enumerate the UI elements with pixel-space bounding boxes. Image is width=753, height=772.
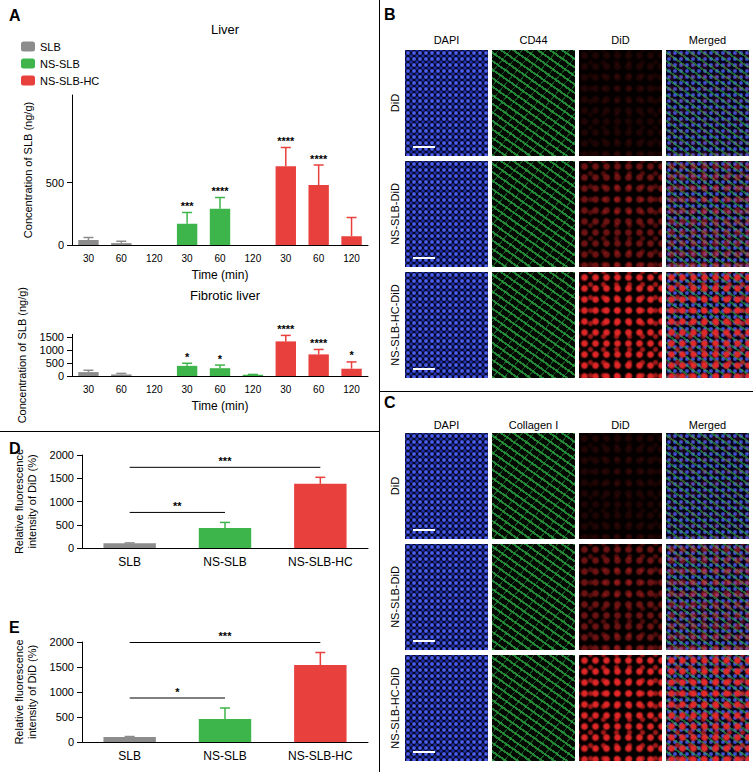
svg-text:60: 60 — [116, 384, 128, 395]
svg-text:0: 0 — [58, 370, 64, 382]
html-text:CD44: CD44 — [519, 34, 548, 46]
html-text:B: B — [384, 6, 396, 23]
svg-text:2000: 2000 — [50, 449, 74, 461]
svg-text:****: **** — [310, 153, 328, 165]
svg-text:Time (min): Time (min) — [192, 268, 249, 282]
svg-text:120: 120 — [146, 384, 163, 395]
svg-text:*: * — [185, 351, 190, 363]
html-text:NS-SLB-DiD: NS-SLB-DiD — [389, 566, 401, 628]
svg-text:NS-SLB: NS-SLB — [203, 749, 246, 763]
svg-text:120: 120 — [245, 384, 262, 395]
html-text:NS-SLB-HC-DiD: NS-SLB-HC-DiD — [389, 284, 401, 366]
svg-text:30: 30 — [182, 253, 194, 264]
svg-text:SLB: SLB — [118, 555, 141, 569]
svg-text:30: 30 — [83, 253, 95, 264]
html-text:C: C — [384, 394, 396, 411]
svg-text:*: * — [175, 686, 180, 698]
svg-text:****: **** — [277, 323, 295, 335]
svg-text:Concentration of SLB (ng/g): Concentration of SLB (ng/g) — [22, 102, 34, 238]
svg-text:60: 60 — [313, 253, 325, 264]
svg-text:0: 0 — [58, 239, 64, 251]
html-text:NS-SLB-DiD: NS-SLB-DiD — [389, 183, 401, 245]
html-text:DiD: DiD — [611, 419, 630, 431]
svg-text:500: 500 — [56, 711, 74, 723]
svg-text:60: 60 — [313, 384, 325, 395]
svg-text:120: 120 — [343, 253, 360, 264]
svg-text:NS-SLB-HC: NS-SLB-HC — [40, 75, 99, 87]
svg-text:A: A — [9, 7, 21, 24]
svg-text:0: 0 — [68, 542, 74, 554]
svg-text:D: D — [9, 440, 21, 457]
svg-text:NS-SLB-HC: NS-SLB-HC — [288, 555, 353, 569]
html-text:Merged: Merged — [688, 34, 727, 46]
svg-text:SLB: SLB — [40, 41, 61, 53]
svg-text:intensity of DiD (%): intensity of DiD (%) — [26, 645, 38, 739]
svg-text:120: 120 — [146, 253, 163, 264]
svg-text:1000: 1000 — [50, 496, 74, 508]
svg-text:30: 30 — [83, 384, 95, 395]
svg-text:30: 30 — [280, 384, 292, 395]
svg-text:*: * — [218, 353, 223, 365]
svg-text:60: 60 — [214, 384, 226, 395]
svg-text:****: **** — [277, 135, 295, 147]
svg-text:60: 60 — [214, 253, 226, 264]
html-text:DiD: DiD — [389, 93, 401, 113]
html-text:DiD: DiD — [389, 476, 401, 496]
svg-text:***: *** — [219, 455, 233, 467]
svg-text:*: * — [349, 349, 354, 361]
svg-text:30: 30 — [182, 384, 194, 395]
svg-text:1000: 1000 — [50, 686, 74, 698]
svg-text:intensity of DiD (%): intensity of DiD (%) — [26, 454, 38, 548]
svg-text:1500: 1500 — [50, 661, 74, 673]
svg-text:SLB: SLB — [118, 749, 141, 763]
html-text:DAPI: DAPI — [433, 34, 460, 46]
html-text:Collagen I: Collagen I — [508, 419, 559, 431]
html-text:Merged: Merged — [688, 419, 727, 431]
svg-text:NS-SLB: NS-SLB — [203, 555, 246, 569]
svg-text:1500: 1500 — [40, 331, 64, 343]
svg-text:500: 500 — [46, 177, 64, 189]
svg-text:***: *** — [181, 200, 195, 212]
svg-text:****: **** — [310, 337, 328, 349]
svg-text:Time (min): Time (min) — [192, 399, 249, 413]
svg-text:Relative fluorescence: Relative fluorescence — [13, 449, 25, 554]
svg-text:Fibrotic liver: Fibrotic liver — [190, 288, 261, 303]
html-text:DAPI: DAPI — [433, 419, 460, 431]
svg-text:1000: 1000 — [40, 344, 64, 356]
html-text:DiD: DiD — [611, 34, 630, 46]
svg-text:30: 30 — [280, 253, 292, 264]
svg-text:E: E — [9, 619, 20, 636]
svg-text:**: ** — [173, 500, 182, 512]
svg-text:NS-SLB-HC: NS-SLB-HC — [288, 749, 353, 763]
svg-text:***: *** — [219, 630, 233, 642]
svg-text:Relative fluorescence: Relative fluorescence — [13, 639, 25, 744]
svg-text:2000: 2000 — [50, 636, 74, 648]
svg-text:Liver: Liver — [211, 22, 240, 37]
svg-text:0: 0 — [68, 736, 74, 748]
svg-text:NS-SLB: NS-SLB — [40, 58, 80, 70]
svg-text:500: 500 — [46, 357, 64, 369]
svg-text:120: 120 — [343, 384, 360, 395]
svg-text:500: 500 — [56, 519, 74, 531]
svg-text:60: 60 — [116, 253, 128, 264]
svg-text:1500: 1500 — [50, 472, 74, 484]
svg-text:120: 120 — [245, 253, 262, 264]
svg-text:****: **** — [211, 185, 229, 197]
svg-text:Concentration of SLB (ng/g): Concentration of SLB (ng/g) — [16, 287, 28, 423]
html-text:NS-SLB-HC-DiD: NS-SLB-HC-DiD — [389, 667, 401, 749]
